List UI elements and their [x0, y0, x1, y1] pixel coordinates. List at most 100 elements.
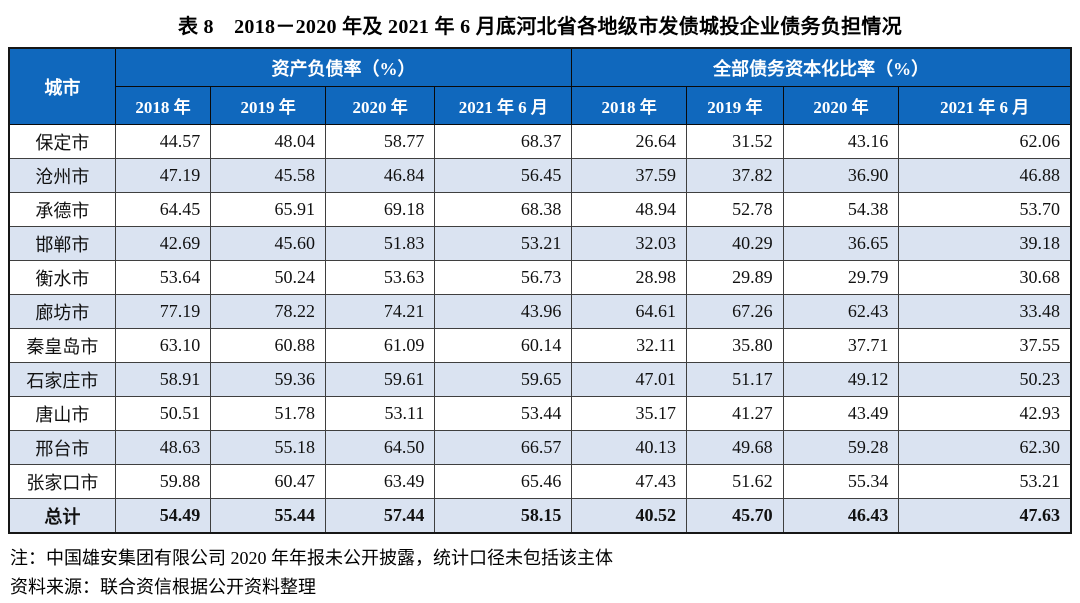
footnotes: 注：中国雄安集团有限公司 2020 年年报未公开披露，统计口径未包括该主体 资料… [10, 544, 1070, 602]
value-cell: 60.14 [434, 328, 573, 363]
value-cell: 46.84 [324, 158, 436, 193]
header-group-asset-liability-ratio: 资产负债率（%） [114, 47, 573, 87]
value-cell: 56.45 [434, 158, 573, 193]
value-cell: 63.10 [114, 328, 212, 363]
value-cell: 53.64 [114, 260, 212, 295]
value-cell: 62.06 [898, 124, 1072, 159]
year-header-cell: 2020 年 [782, 86, 900, 125]
city-cell: 唐山市 [8, 396, 116, 431]
city-cell: 邯郸市 [8, 226, 116, 261]
city-cell: 秦皇岛市 [8, 328, 116, 363]
value-cell: 28.98 [571, 260, 687, 295]
city-cell: 保定市 [8, 124, 116, 159]
value-cell: 58.15 [434, 498, 573, 534]
city-cell: 石家庄市 [8, 362, 116, 397]
value-cell: 47.63 [898, 498, 1072, 534]
value-cell: 58.77 [324, 124, 436, 159]
value-cell: 53.11 [324, 396, 436, 431]
value-cell: 64.61 [571, 294, 687, 329]
value-cell: 48.94 [571, 192, 687, 227]
table-row: 廊坊市 77.19 78.22 74.21 43.96 64.61 67.26 62.43 33… [8, 294, 1072, 329]
city-cell: 邢台市 [8, 430, 116, 465]
value-cell: 46.88 [898, 158, 1072, 193]
value-cell: 59.61 [324, 362, 436, 397]
table-row: 石家庄市 58.91 59.36 59.61 59.65 47.01 51.17 49.12 5… [8, 362, 1072, 397]
table-row: 唐山市 50.51 51.78 53.11 53.44 35.17 41.27 43.49 42… [8, 396, 1072, 431]
value-cell: 32.03 [571, 226, 687, 261]
table-row: 邯郸市 42.69 45.60 51.83 53.21 32.03 40.29 36.65 39… [8, 226, 1072, 261]
value-cell: 51.78 [210, 396, 326, 431]
value-cell: 43.96 [434, 294, 573, 329]
value-cell: 77.19 [114, 294, 212, 329]
table-row: 沧州市 47.19 45.58 46.84 56.45 37.59 37.82 36.90 46… [8, 158, 1072, 193]
value-cell: 45.58 [210, 158, 326, 193]
value-cell: 50.24 [210, 260, 326, 295]
value-cell: 64.50 [324, 430, 436, 465]
value-cell: 42.69 [114, 226, 212, 261]
value-cell: 44.57 [114, 124, 212, 159]
value-cell: 30.68 [898, 260, 1072, 295]
value-cell: 45.60 [210, 226, 326, 261]
year-header-cell: 2018 年 [571, 86, 687, 125]
value-cell: 61.09 [324, 328, 436, 363]
source-note: 资料来源：联合资信根据公开资料整理 [10, 576, 316, 597]
value-cell: 62.30 [898, 430, 1072, 465]
value-cell: 51.83 [324, 226, 436, 261]
value-cell: 39.18 [898, 226, 1072, 261]
value-cell: 42.93 [898, 396, 1072, 431]
table-header: 城市 资产负债率（%） 全部债务资本化比率（%） 2018 年 2019 年 202… [8, 47, 1072, 125]
value-cell: 67.26 [686, 294, 784, 329]
header-city: 城市 [8, 47, 116, 125]
year-header-cell: 2021 年 6 月 [898, 86, 1072, 125]
value-cell: 60.47 [210, 464, 326, 499]
value-cell: 48.63 [114, 430, 212, 465]
value-cell: 47.01 [571, 362, 687, 397]
value-cell: 50.51 [114, 396, 212, 431]
value-cell: 53.63 [324, 260, 436, 295]
value-cell: 43.16 [782, 124, 900, 159]
value-cell: 66.57 [434, 430, 573, 465]
value-cell: 59.65 [434, 362, 573, 397]
value-cell: 37.55 [898, 328, 1072, 363]
value-cell: 43.49 [782, 396, 900, 431]
value-cell: 59.28 [782, 430, 900, 465]
table-row: 邢台市 48.63 55.18 64.50 66.57 40.13 49.68 59.28 62… [8, 430, 1072, 465]
value-cell: 31.52 [686, 124, 784, 159]
value-cell: 78.22 [210, 294, 326, 329]
city-cell: 沧州市 [8, 158, 116, 193]
table-row: 衡水市 53.64 50.24 53.63 56.73 28.98 29.89 29.79 30… [8, 260, 1072, 295]
value-cell: 29.89 [686, 260, 784, 295]
value-cell: 52.78 [686, 192, 784, 227]
value-cell: 40.13 [571, 430, 687, 465]
value-cell: 68.38 [434, 192, 573, 227]
value-cell: 55.18 [210, 430, 326, 465]
value-cell: 51.17 [686, 362, 784, 397]
debt-burden-table: 城市 资产负债率（%） 全部债务资本化比率（%） 2018 年 2019 年 202… [8, 47, 1072, 534]
value-cell: 65.91 [210, 192, 326, 227]
value-cell: 32.11 [571, 328, 687, 363]
value-cell: 63.49 [324, 464, 436, 499]
year-header-cell: 2018 年 [114, 86, 212, 125]
table-note: 注：中国雄安集团有限公司 2020 年年报未公开披露，统计口径未包括该主体 [10, 548, 613, 568]
year-header-cell: 2021 年 6 月 [434, 86, 573, 125]
value-cell: 60.88 [210, 328, 326, 363]
value-cell: 54.49 [114, 498, 212, 534]
value-cell: 68.37 [434, 124, 573, 159]
year-header-cell: 2019 年 [686, 86, 784, 125]
value-cell: 53.21 [434, 226, 573, 261]
value-cell: 58.91 [114, 362, 212, 397]
value-cell: 49.68 [686, 430, 784, 465]
value-cell: 54.38 [782, 192, 900, 227]
city-cell: 承德市 [8, 192, 116, 227]
value-cell: 35.80 [686, 328, 784, 363]
value-cell: 50.23 [898, 362, 1072, 397]
value-cell: 64.45 [114, 192, 212, 227]
value-cell: 59.36 [210, 362, 326, 397]
total-row: 总计 54.49 55.44 57.44 58.15 40.52 45.70 46.43 47.… [8, 498, 1072, 534]
value-cell: 49.12 [782, 362, 900, 397]
value-cell: 51.62 [686, 464, 784, 499]
value-cell: 26.64 [571, 124, 687, 159]
value-cell: 55.44 [210, 498, 326, 534]
city-cell: 衡水市 [8, 260, 116, 295]
value-cell: 55.34 [782, 464, 900, 499]
